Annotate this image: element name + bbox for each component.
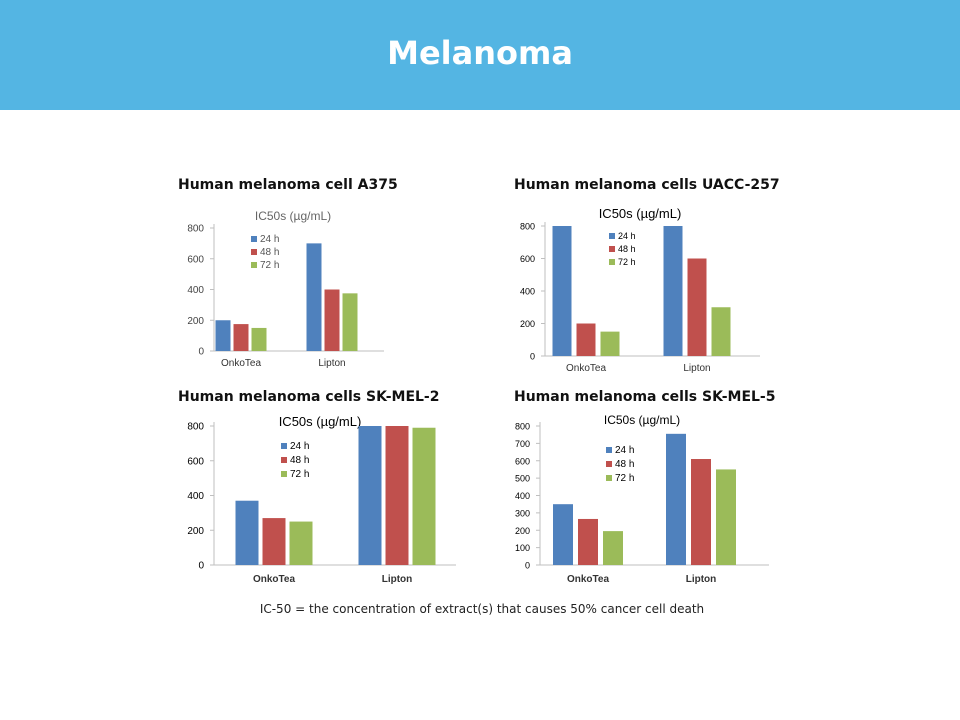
bar-24h-onkotea	[235, 500, 259, 565]
x-category-label: OnkoTea	[566, 363, 606, 374]
y-tick-label: 800	[187, 224, 204, 235]
legend-label: 24 h	[618, 231, 636, 241]
y-tick-label: 400	[187, 491, 204, 502]
legend-swatch	[281, 457, 287, 463]
chart-panel-uacc-257: Human melanoma cells UACC-257 IC50s (µg/…	[514, 177, 804, 382]
x-category-label: Lipton	[686, 574, 717, 585]
legend-swatch	[281, 471, 287, 477]
legend-swatch	[609, 233, 615, 239]
legend-swatch	[609, 259, 615, 265]
legend-swatch	[251, 236, 257, 242]
bar-24h-lipton	[663, 226, 683, 356]
y-tick-label: 200	[187, 526, 204, 537]
bar-24h-lipton	[666, 433, 686, 565]
chart-title: IC50s (µg/mL)	[599, 206, 682, 221]
legend-swatch	[251, 249, 257, 255]
legend-swatch	[606, 475, 612, 481]
bar-24h-onkotea	[553, 504, 573, 565]
legend-swatch	[606, 461, 612, 467]
bar-24h-onkotea	[215, 320, 231, 351]
legend-label: 48 h	[618, 244, 636, 254]
y-tick-label: 500	[515, 474, 530, 484]
chart-panel-sk-mel-2: Human melanoma cells SK-MEL-2 IC50s (µg/…	[178, 389, 468, 594]
bar-72h-lipton	[711, 307, 731, 356]
y-tick-label: 600	[187, 254, 204, 265]
bar-chart-uacc-257: IC50s (µg/mL) 0 200 400 600 800 OnkoTea Lipton 2…	[520, 206, 760, 374]
legend-label: 48 h	[615, 459, 634, 470]
bar-72h-onkotea	[603, 531, 623, 565]
y-tick-label: 0	[198, 347, 204, 358]
y-tick-label: 300	[515, 508, 530, 518]
slide-title: Melanoma	[387, 34, 573, 72]
chart-title: IC50s (µg/mL)	[279, 414, 362, 429]
bar-48h-lipton	[324, 289, 340, 351]
legend-label: 72 h	[290, 469, 309, 480]
bar-24h-onkotea	[552, 226, 572, 356]
y-tick-label: 0	[525, 561, 530, 571]
panel-title: Human melanoma cells SK-MEL-5	[514, 389, 776, 405]
chart-title: IC50s (µg/mL)	[255, 209, 331, 223]
slide-header: Melanoma	[0, 0, 960, 110]
y-tick-label: 100	[515, 543, 530, 553]
panel-title: Human melanoma cell A375	[178, 177, 398, 193]
y-tick-label: 400	[187, 285, 204, 296]
legend-label: 72 h	[618, 257, 636, 267]
chart-panel-a375: Human melanoma cell A375 IC50s (µg/mL) 0 2…	[178, 177, 468, 382]
y-tick-label: 200	[187, 316, 204, 327]
legend-swatch	[251, 262, 257, 268]
panel-title: Human melanoma cells SK-MEL-2	[178, 389, 440, 405]
x-category-label: OnkoTea	[221, 358, 261, 369]
y-tick-label: 0	[198, 561, 204, 572]
y-tick-label: 600	[520, 254, 535, 264]
y-tick-label: 800	[187, 422, 204, 433]
legend-label: 24 h	[260, 234, 279, 245]
legend-swatch	[606, 447, 612, 453]
y-tick-label: 600	[515, 456, 530, 466]
y-tick-label: 800	[520, 222, 535, 232]
legend-label: 48 h	[290, 455, 309, 466]
x-category-label: OnkoTea	[253, 574, 295, 585]
legend-label: 24 h	[290, 441, 309, 452]
bar-48h-onkotea	[578, 518, 598, 565]
y-tick-label: 200	[515, 526, 530, 536]
legend-label: 72 h	[260, 260, 279, 271]
bar-chart-sk-mel-2: IC50s (µg/mL) 0 200 400 600 800 OnkoTea Lipton 2…	[187, 414, 456, 585]
x-category-label: Lipton	[318, 358, 345, 369]
legend-swatch	[281, 443, 287, 449]
y-tick-label: 200	[520, 319, 535, 329]
y-tick-label: 600	[187, 456, 204, 467]
bar-24h-lipton	[358, 426, 382, 565]
legend-label: 24 h	[615, 445, 634, 456]
y-tick-label: 700	[515, 439, 530, 449]
y-tick-label: 400	[515, 491, 530, 501]
legend-swatch	[609, 246, 615, 252]
bar-48h-lipton	[691, 459, 711, 565]
bar-24h-lipton	[306, 243, 322, 351]
panel-title: Human melanoma cells UACC-257	[514, 177, 780, 193]
x-category-label: Lipton	[683, 363, 710, 374]
bar-72h-lipton	[342, 293, 358, 351]
bar-72h-onkotea	[289, 521, 313, 565]
y-tick-label: 0	[530, 352, 535, 362]
x-category-label: Lipton	[382, 574, 413, 585]
bar-48h-onkotea	[233, 324, 249, 351]
bar-48h-lipton	[385, 426, 409, 565]
bar-chart-sk-mel-5: IC50s (µg/mL) 0 100 200 300 400 500 600 700 800 On…	[515, 413, 769, 585]
bar-72h-lipton	[412, 427, 436, 565]
bar-72h-onkotea	[251, 327, 267, 351]
chart-title: IC50s (µg/mL)	[604, 413, 680, 427]
legend-label: 48 h	[260, 247, 279, 258]
bar-72h-lipton	[716, 469, 736, 565]
footnote: IC-50 = the concentration of extract(s) …	[259, 602, 705, 616]
x-category-label: OnkoTea	[567, 574, 609, 585]
chart-panel-sk-mel-5: Human melanoma cells SK-MEL-5 IC50s (µg/…	[514, 389, 804, 594]
y-tick-label: 400	[520, 287, 535, 297]
bar-chart-a375: IC50s (µg/mL) 0 200 400 600 800 OnkoTea Lipton 2…	[187, 209, 384, 369]
legend-label: 72 h	[615, 473, 634, 484]
bar-48h-onkotea	[576, 323, 596, 356]
y-tick-label: 800	[515, 422, 530, 432]
bar-48h-onkotea	[262, 518, 286, 565]
bar-48h-lipton	[687, 258, 707, 356]
bar-72h-onkotea	[600, 331, 620, 356]
